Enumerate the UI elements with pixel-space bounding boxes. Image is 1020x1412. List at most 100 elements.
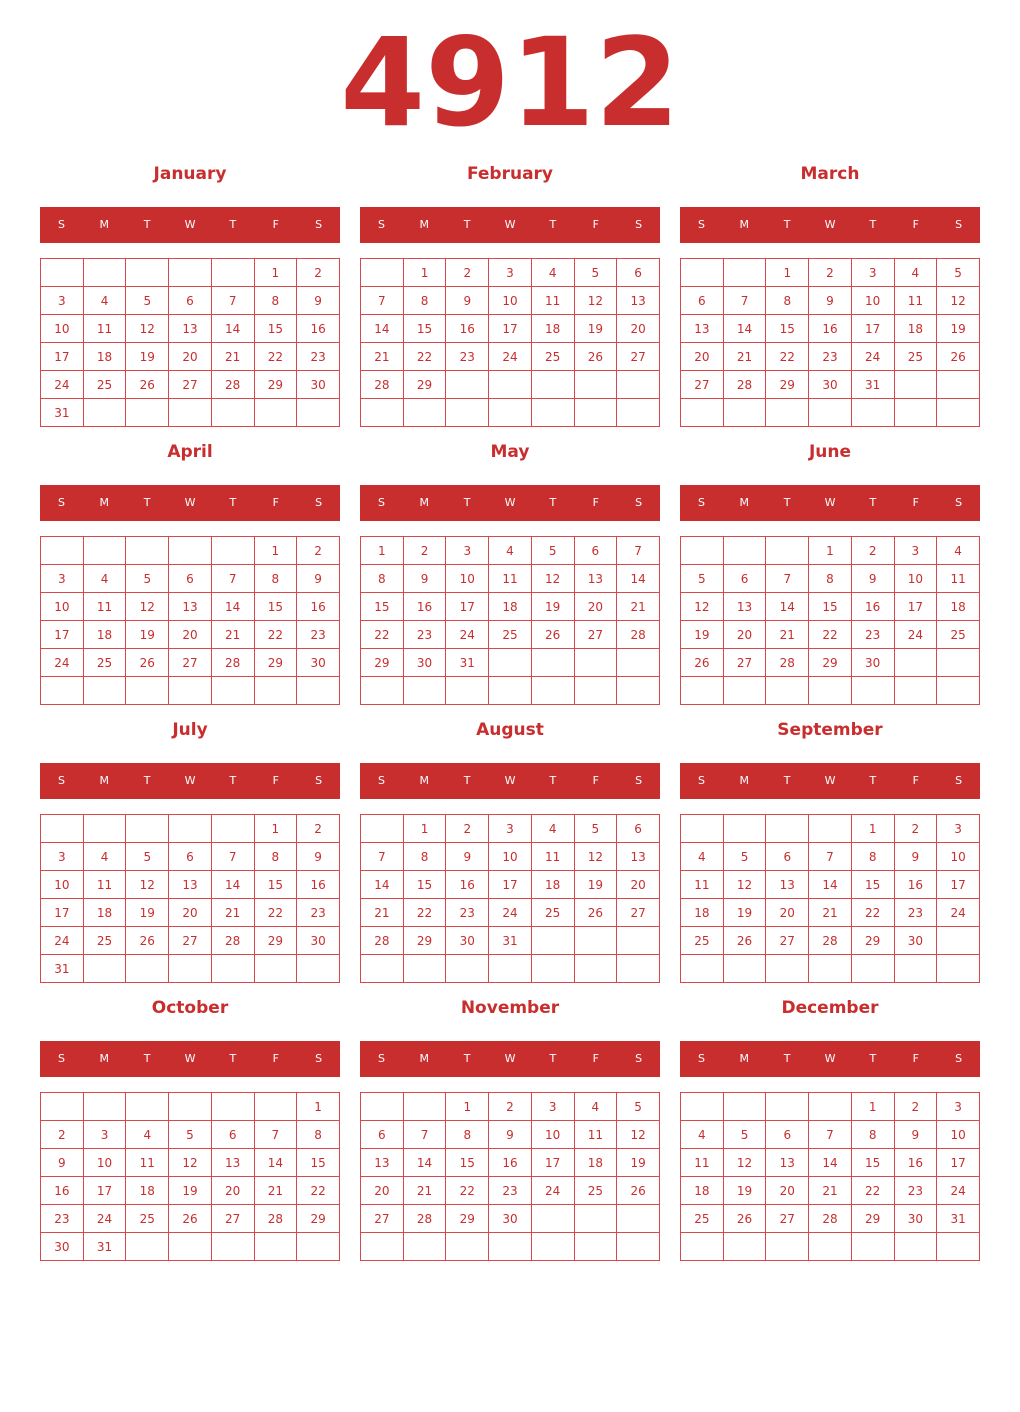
week-row: 24 25 26 27 28 29 30 (40, 370, 340, 399)
week-row: 22 23 24 25 26 27 28 (360, 620, 660, 649)
day-cell (936, 648, 980, 677)
day-cell (360, 814, 404, 843)
weekday-label: S (635, 1052, 643, 1065)
day-cell (573, 398, 618, 427)
day-cell: 3 (850, 258, 895, 287)
weekday-label: T (143, 774, 151, 787)
day-cell: 14 (616, 564, 660, 593)
weekday-label: S (57, 218, 65, 231)
day-cell (680, 536, 724, 565)
week-row: 10 11 12 13 14 15 16 (40, 870, 340, 899)
day-cell: 16 (445, 870, 490, 899)
day-grid: 1 2 3 4 5 6 7 8 9 10 11 12 13 14 15 16 17 18 19 20 21 22 23 24 2… (40, 536, 340, 705)
day-cell: 23 (445, 898, 490, 927)
day-cell: 14 (360, 314, 404, 343)
day-cell (722, 398, 767, 427)
day-cell: 23 (488, 1176, 532, 1205)
month-september: September S M T W T F S 1 2 3 4 5 6 7 8 9 10 11 12 13 14 15 16 1… (680, 716, 980, 986)
day-cell: 21 (210, 898, 255, 927)
day-cell: 17 (40, 620, 84, 649)
day-cell: 12 (530, 564, 575, 593)
day-cell: 3 (82, 1120, 127, 1149)
day-cell (488, 370, 532, 399)
day-cell: 2 (488, 1092, 532, 1121)
month-title: August (476, 720, 544, 740)
day-cell: 17 (530, 1148, 575, 1177)
week-row: 19 20 21 22 23 24 25 (680, 620, 980, 649)
day-cell: 23 (40, 1204, 84, 1233)
day-cell (488, 954, 532, 983)
day-cell: 13 (616, 286, 660, 315)
day-cell (168, 814, 212, 843)
day-cell (82, 536, 127, 565)
day-cell: 27 (168, 926, 212, 955)
day-cell (402, 1232, 447, 1261)
day-cell: 26 (936, 342, 980, 371)
day-cell: 19 (616, 1148, 660, 1177)
weekday-label: T (229, 496, 237, 509)
day-cell (765, 954, 810, 983)
day-cell: 23 (850, 620, 895, 649)
day-cell (808, 398, 852, 427)
day-cell: 22 (850, 1176, 895, 1205)
day-cell: 29 (296, 1204, 340, 1233)
day-cell: 4 (82, 842, 127, 871)
weekday-label: M (739, 496, 750, 509)
day-cell: 7 (210, 286, 255, 315)
weekday-label: F (592, 496, 599, 509)
week-row: 21 22 23 24 25 26 27 (360, 342, 660, 371)
weekday-label: M (99, 218, 110, 231)
day-cell: 15 (402, 314, 447, 343)
day-cell (253, 1232, 298, 1261)
day-cell (296, 1232, 340, 1261)
week-row: 1 (40, 1092, 340, 1121)
day-grid: 1 2 3 4 5 6 7 8 9 10 11 12 13 14 15 16 17 18 19 20 21 22 23 24 2… (680, 536, 980, 705)
day-cell: 5 (722, 1120, 767, 1149)
weekday-label: F (592, 774, 599, 787)
day-cell: 4 (936, 536, 980, 565)
day-cell: 22 (808, 620, 852, 649)
day-cell (722, 258, 767, 287)
day-cell: 28 (360, 370, 404, 399)
day-cell: 3 (488, 258, 532, 287)
day-cell: 21 (210, 342, 255, 371)
day-cell: 20 (616, 314, 660, 343)
day-cell: 24 (850, 342, 895, 371)
weekday-label: T (783, 1052, 791, 1065)
day-cell: 19 (722, 1176, 767, 1205)
weekday-label: S (955, 496, 963, 509)
day-cell (616, 648, 660, 677)
weekday-label: W (504, 774, 516, 787)
day-cell: 17 (445, 592, 490, 621)
day-cell: 14 (210, 870, 255, 899)
day-cell: 20 (168, 620, 212, 649)
week-row: 27 28 29 30 31 (680, 370, 980, 399)
week-row: 25 26 27 28 29 30 (680, 926, 980, 955)
day-cell (168, 258, 212, 287)
day-cell (936, 370, 980, 399)
day-cell: 9 (445, 286, 490, 315)
day-cell: 2 (808, 258, 852, 287)
day-cell: 31 (445, 648, 490, 677)
weekday-label: T (869, 218, 877, 231)
day-cell: 12 (573, 286, 618, 315)
weekday-label: M (739, 1052, 750, 1065)
weekday-label: T (463, 496, 471, 509)
day-cell: 3 (893, 536, 938, 565)
day-cell: 20 (765, 1176, 810, 1205)
weekday-label: S (315, 218, 323, 231)
day-cell: 24 (530, 1176, 575, 1205)
day-cell: 13 (360, 1148, 404, 1177)
day-cell: 7 (253, 1120, 298, 1149)
day-cell: 25 (530, 342, 575, 371)
day-cell: 23 (808, 342, 852, 371)
day-cell: 19 (680, 620, 724, 649)
week-row: 4 5 6 7 8 9 10 (680, 842, 980, 871)
week-row: 10 11 12 13 14 15 16 (40, 314, 340, 343)
